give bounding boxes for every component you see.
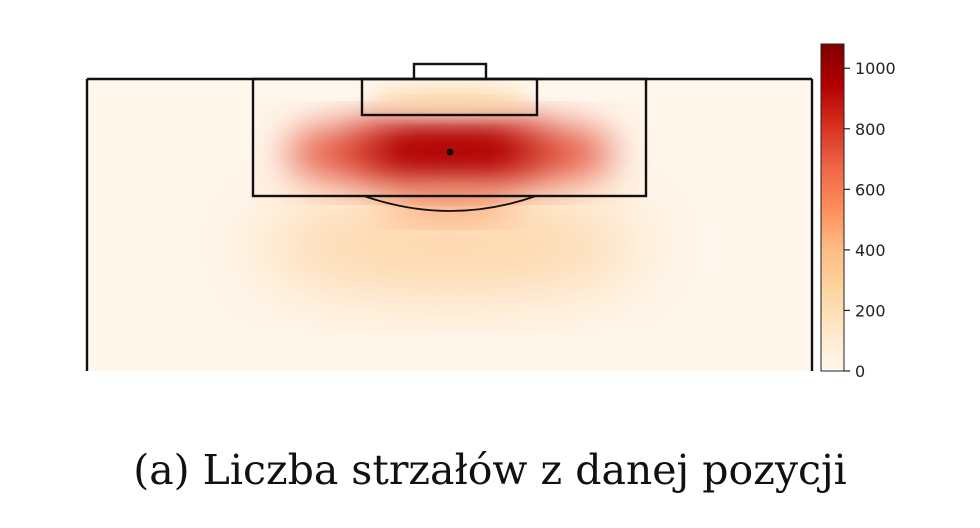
heatmap-density [255,88,645,290]
colorbar: 0 200 400 600 800 1000 [820,43,896,381]
heat-blob [370,88,530,112]
colorbar-tick-label: 400 [855,241,886,260]
six-yard-box [360,77,539,117]
pitch-markings [85,62,814,371]
colorbar-tick-label: 1000 [855,59,896,78]
penalty-spot [446,148,454,156]
colorbar-tick-label: 600 [855,180,886,199]
colorbar-gradient [820,43,845,372]
colorbar-ticks: 0 200 400 600 800 1000 [844,59,896,381]
colorbar-tick-label: 800 [855,120,886,139]
heat-blob [255,200,645,290]
goal-frame [412,62,488,81]
colorbar-tick-label: 0 [855,362,865,381]
penalty-arc [363,195,537,212]
heat-blob [380,182,520,214]
figure-caption: (a) Liczba strzałów z danej pozycji [133,446,847,494]
colorbar-tick-label: 200 [855,301,886,320]
